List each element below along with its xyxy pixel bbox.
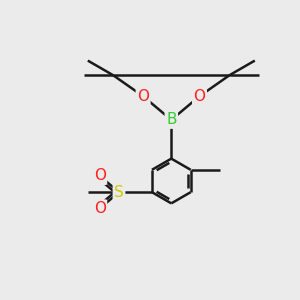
Text: O: O [194, 89, 206, 104]
Text: B: B [166, 112, 177, 128]
Text: O: O [137, 89, 149, 104]
Text: O: O [94, 201, 106, 216]
Text: S: S [114, 185, 124, 200]
Text: O: O [94, 169, 106, 184]
